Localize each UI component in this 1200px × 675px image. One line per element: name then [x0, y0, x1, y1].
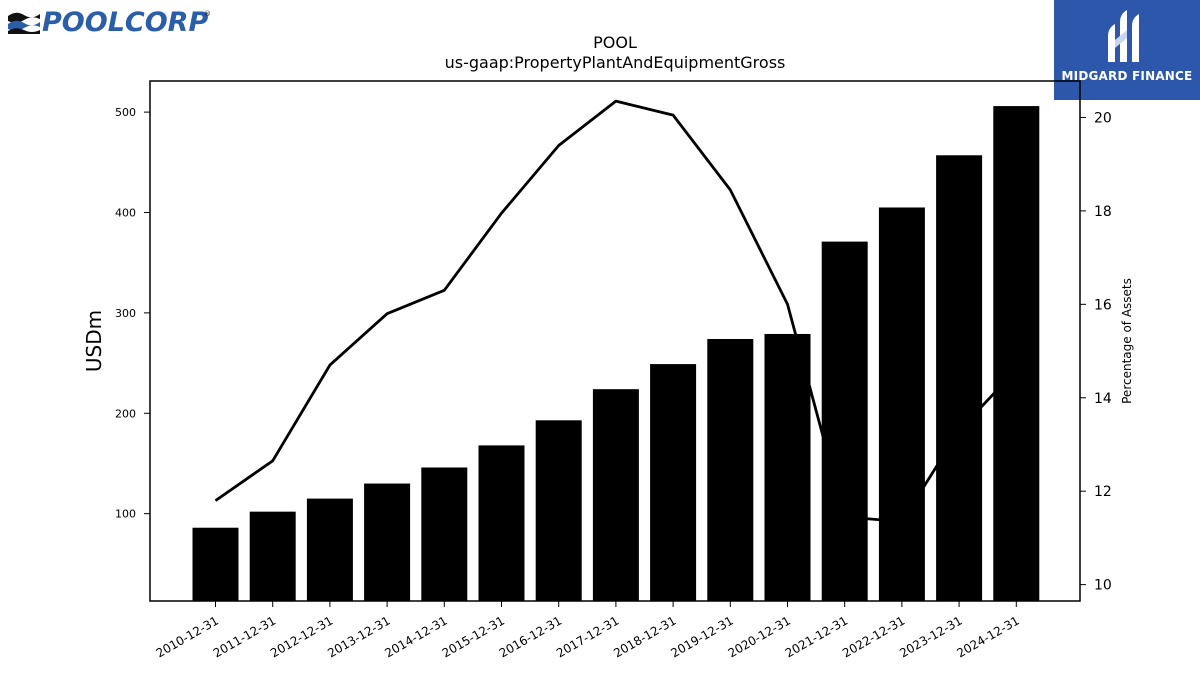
bar-2023-12-31	[936, 155, 983, 602]
y-tick-label: 100	[115, 508, 136, 521]
registered-mark: ®	[204, 10, 211, 18]
y2-axis-label: Percentage of Assets	[1120, 278, 1134, 404]
bar-2014-12-31	[421, 467, 468, 601]
x-tick-label: 2013-12-31	[325, 613, 392, 660]
bar-2022-12-31	[878, 207, 925, 601]
y2-tick-label: 18	[1094, 204, 1112, 220]
bar-2019-12-31	[707, 338, 754, 601]
x-tick-label: 2024-12-31	[954, 613, 1021, 660]
bar-series	[192, 106, 1040, 602]
y2-tick-label: 12	[1094, 484, 1112, 500]
bar-2010-12-31	[192, 527, 239, 601]
x-tick-label: 2015-12-31	[440, 613, 507, 660]
bar-2017-12-31	[592, 389, 639, 601]
x-tick-label: 2021-12-31	[783, 613, 850, 660]
y-tick-label: 500	[115, 106, 136, 119]
y2-tick-label: 10	[1094, 578, 1112, 594]
x-tick-label: 2016-12-31	[497, 613, 564, 660]
chart-title: POOL	[593, 33, 637, 52]
x-tick-label: 2018-12-31	[611, 613, 678, 660]
x-tick-label: 2011-12-31	[211, 613, 278, 660]
bar-2021-12-31	[821, 241, 868, 601]
percentage-line	[214, 99, 1018, 523]
bar-2024-12-31	[993, 106, 1040, 601]
bar-2018-12-31	[650, 364, 697, 601]
x-tick-label: 2010-12-31	[154, 613, 221, 660]
y-tick-label: 400	[115, 207, 136, 220]
y2-tick-label: 14	[1094, 391, 1112, 407]
x-tick-label: 2012-12-31	[268, 613, 335, 660]
wave-icon	[8, 12, 40, 34]
bar-2016-12-31	[535, 420, 582, 601]
x-tick-label: 2017-12-31	[554, 613, 621, 660]
bar-2013-12-31	[364, 483, 411, 601]
bar-2011-12-31	[249, 511, 296, 601]
y-tick-label: 200	[115, 407, 136, 420]
y2-tick-label: 16	[1094, 297, 1112, 313]
x-tick-label: 2023-12-31	[897, 613, 964, 660]
poolcorp-logo: POOLCORP ®	[8, 7, 211, 38]
y-tick-label: 300	[115, 307, 136, 320]
chart-subtitle: us-gaap:PropertyPlantAndEquipmentGross	[445, 53, 786, 72]
poolcorp-logo-text: POOLCORP	[42, 7, 208, 38]
y2-tick-label: 20	[1094, 110, 1112, 126]
midgard-finance-logo: MIDGARD FINANCE	[1054, 0, 1200, 100]
x-tick-label: 2022-12-31	[840, 613, 907, 660]
x-tick-label: 2019-12-31	[668, 613, 735, 660]
y-axis-label: USDm	[82, 310, 106, 372]
x-tick-label: 2014-12-31	[382, 613, 449, 660]
plot-frame	[149, 80, 1081, 602]
midgard-logo-text: MIDGARD FINANCE	[1061, 69, 1193, 83]
x-tick-label: 2020-12-31	[726, 613, 793, 660]
line-series	[214, 99, 1018, 523]
bar-2015-12-31	[478, 445, 525, 601]
bar-2012-12-31	[306, 498, 353, 601]
bar-2020-12-31	[764, 333, 811, 601]
midgard-m-icon	[1108, 10, 1139, 62]
